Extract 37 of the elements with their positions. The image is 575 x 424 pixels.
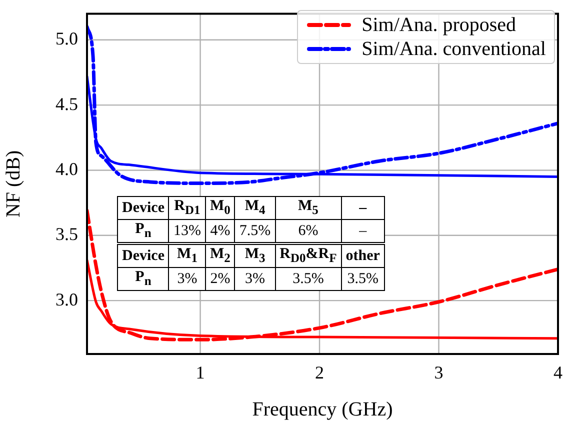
annotation: P$_{n}$ — [118, 220, 169, 244]
annotation: – — [341, 196, 384, 220]
y-tick-label: 3.5 — [56, 224, 78, 244]
annotation: 7.5% — [234, 220, 276, 244]
annotation: 3.5% — [341, 268, 384, 290]
annotation: M$_{4}$ — [234, 196, 276, 220]
annotation: 3% — [234, 268, 276, 290]
annotation: M$_{2}$ — [205, 244, 235, 268]
x-tick-label: 4 — [554, 362, 562, 383]
x-tick-label: 3 — [434, 362, 444, 383]
annotation: 2% — [205, 268, 235, 290]
annotation: 3% — [168, 268, 206, 290]
legend-label: Sim/Ana. proposed — [362, 13, 516, 37]
legend-label: Sim/Ana. conventional — [362, 37, 546, 61]
x-tick-label: 2 — [315, 362, 324, 383]
annotation: 3.5% — [275, 268, 342, 290]
annotation: other — [341, 244, 384, 268]
y-axis-title: NF (dB) — [2, 150, 24, 218]
annotation: M$_{3}$ — [234, 244, 276, 268]
x-tick-label: 1 — [196, 362, 205, 383]
annotation: 13% — [168, 220, 206, 244]
y-tick-label: 4.0 — [56, 158, 78, 179]
annotation: R$_{D0}$&R$_{F}$ — [275, 244, 342, 268]
annotation: M$_{5}$ — [275, 196, 342, 220]
annotation: Device — [118, 244, 169, 268]
annotation: 6% — [275, 220, 342, 244]
x-axis-title: Frequency (GHz) — [252, 398, 393, 420]
annotation: R$_{D1}$ — [168, 196, 206, 220]
annotation: M$_{1}$ — [168, 244, 206, 268]
annotation: P$_{n}$ — [118, 268, 169, 290]
annotation: M$_{0}$ — [205, 196, 235, 220]
annotation: Device — [118, 196, 169, 220]
y-tick-label: 3.0 — [56, 289, 78, 310]
annotation: 4% — [205, 220, 235, 244]
y-tick-label: 5.0 — [56, 28, 78, 49]
y-tick-label: 4.5 — [56, 94, 78, 114]
annotation: – — [341, 220, 384, 244]
